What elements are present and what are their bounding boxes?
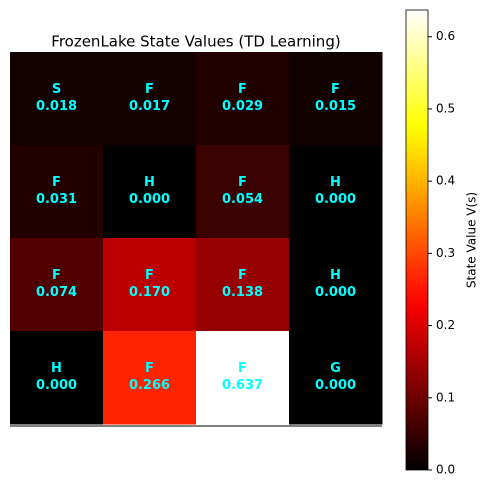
cell-value: 0.266 bbox=[129, 378, 170, 393]
colorbar-label: State Value V(s) bbox=[465, 192, 479, 288]
cell-label: F bbox=[238, 268, 247, 283]
cell-label: H bbox=[330, 268, 341, 283]
heatmap-cell bbox=[103, 238, 197, 332]
heatmap-cell bbox=[196, 238, 290, 332]
cell-label: F bbox=[52, 175, 61, 190]
colorbar-tick-label: 0.6 bbox=[436, 29, 455, 43]
cell-value: 0.637 bbox=[222, 378, 263, 393]
cell-label: H bbox=[51, 361, 62, 376]
heatmap-cell bbox=[10, 145, 104, 239]
cell-value: 0.017 bbox=[129, 99, 170, 114]
cell-value: 0.015 bbox=[315, 99, 356, 114]
heatmap-cell bbox=[196, 52, 290, 146]
cell-value: 0.170 bbox=[129, 285, 170, 300]
cell-value: 0.000 bbox=[315, 378, 356, 393]
heatmap-cell bbox=[289, 145, 383, 239]
cell-value: 0.054 bbox=[222, 192, 263, 207]
cell-value: 0.138 bbox=[222, 285, 263, 300]
cell-value: 0.074 bbox=[36, 285, 77, 300]
cell-label: H bbox=[330, 175, 341, 190]
cell-label: F bbox=[145, 82, 154, 97]
colorbar-tick-label: 0.2 bbox=[436, 318, 455, 332]
colorbar-tick-label: 0.5 bbox=[436, 101, 455, 115]
heatmap-cell bbox=[103, 331, 197, 425]
cell-label: F bbox=[238, 82, 247, 97]
colorbar-tick-label: 0.0 bbox=[436, 463, 455, 477]
heatmap-cell bbox=[289, 331, 383, 425]
cell-value: 0.000 bbox=[315, 285, 356, 300]
cell-label: S bbox=[52, 82, 61, 97]
cell-value: 0.000 bbox=[129, 192, 170, 207]
cell-label: F bbox=[238, 361, 247, 376]
heatmap-cell bbox=[196, 145, 290, 239]
cell-value: 0.000 bbox=[36, 378, 77, 393]
cell-label: F bbox=[145, 361, 154, 376]
heatmap-cell bbox=[289, 52, 383, 146]
cell-label: F bbox=[238, 175, 247, 190]
chart-title: FrozenLake State Values (TD Learning) bbox=[51, 33, 340, 51]
colorbar-tick-label: 0.3 bbox=[436, 246, 455, 260]
colorbar bbox=[405, 9, 429, 471]
cell-label: F bbox=[52, 268, 61, 283]
heatmap-cell bbox=[10, 238, 104, 332]
heatmap-cell bbox=[196, 331, 290, 425]
cell-label: H bbox=[144, 175, 155, 190]
colorbar-tick-label: 0.1 bbox=[436, 390, 455, 404]
cell-label: G bbox=[330, 361, 341, 376]
cell-value: 0.018 bbox=[36, 99, 77, 114]
cell-value: 0.029 bbox=[222, 99, 263, 114]
heatmap-cell bbox=[103, 145, 197, 239]
heatmap-cell bbox=[10, 52, 104, 146]
colorbar-tick-label: 0.4 bbox=[436, 174, 455, 188]
cell-label: F bbox=[145, 268, 154, 283]
cell-label: F bbox=[331, 82, 340, 97]
heatmap-cell bbox=[103, 52, 197, 146]
cell-value: 0.000 bbox=[315, 192, 356, 207]
heatmap-cell bbox=[289, 238, 383, 332]
cell-value: 0.031 bbox=[36, 192, 77, 207]
heatmap-cell bbox=[10, 331, 104, 425]
